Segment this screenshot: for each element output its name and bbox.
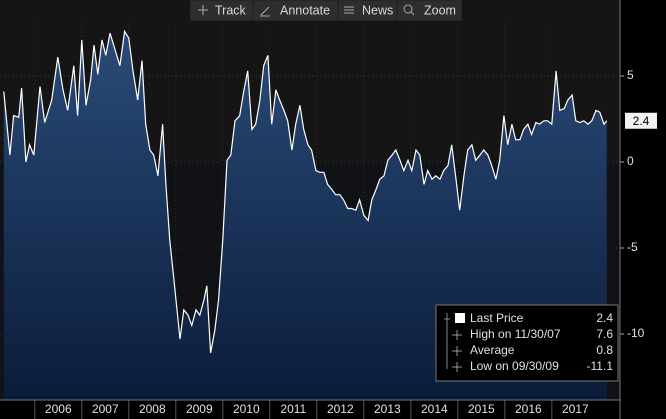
x-tick-label: 2010 [233, 402, 260, 416]
x-tick-label: 2017 [562, 402, 589, 416]
legend-stat-value: 7.6 [596, 327, 613, 341]
x-tick-label: 2012 [327, 402, 354, 416]
x-tick-label: 2014 [421, 402, 448, 416]
annotate-label[interactable]: Annotate [280, 3, 330, 17]
line [3, 29, 608, 354]
toolbar: Track Annotate News Zoom [190, 0, 462, 21]
button-bg [191, 1, 252, 20]
x-tick-label: 2008 [139, 402, 166, 416]
y-tick-label: -10 [627, 326, 645, 340]
news-button[interactable]: News [339, 1, 396, 20]
legend-stat-value: 0.8 [596, 343, 613, 357]
legend: Last Price 2.4 High on 11/30/07 7.6 Average 0… [435, 304, 619, 382]
track-icon [198, 5, 208, 15]
legend-icon [452, 362, 462, 372]
legend-stat-value: -11.1 [587, 359, 614, 373]
zoom-label[interactable]: Zoom [424, 3, 456, 17]
x-tick-label: 2016 [515, 402, 542, 416]
legend-stat-label: High on 11/30/07 [470, 327, 561, 341]
zoom-icon-handle [410, 11, 415, 16]
button-bg [339, 1, 396, 20]
legend-stat-label: Low on 09/30/09 [470, 359, 559, 373]
x-tick-label: 2009 [186, 402, 213, 416]
x-tick-label: 2015 [468, 402, 495, 416]
y-tick-label: -5 [627, 240, 638, 254]
annotate-button[interactable]: Annotate [254, 1, 337, 20]
news-label[interactable]: News [362, 3, 393, 17]
legend-box [435, 304, 619, 382]
last-price-tag [625, 112, 657, 129]
legend-value: 2.4 [596, 311, 613, 325]
legend-icon [452, 330, 462, 340]
zoom-icon [403, 4, 413, 14]
legend-label: Last Price [470, 311, 524, 325]
y-tick-label: 0 [627, 154, 634, 168]
zoom-button[interactable]: Zoom [398, 1, 461, 20]
legend-icon [452, 346, 462, 356]
x-tick-label: 2013 [374, 402, 401, 416]
annotate-icon [260, 6, 270, 17]
track-label[interactable]: Track [215, 3, 247, 17]
legend-stat-label: Average [470, 343, 515, 357]
x-tick-label: 2006 [45, 402, 72, 416]
last-price-tag-label: 2.4 [633, 114, 650, 128]
y-tick-label: 5 [627, 68, 634, 82]
legend-swatch [455, 313, 465, 323]
x-tick-label: 2007 [92, 402, 119, 416]
track-button[interactable]: Track [191, 1, 252, 20]
x-tick-label: 2011 [280, 402, 306, 416]
legend-tree [444, 313, 450, 369]
news-icon [344, 6, 354, 14]
x-axis-band [0, 400, 620, 419]
button-bg [254, 1, 337, 20]
